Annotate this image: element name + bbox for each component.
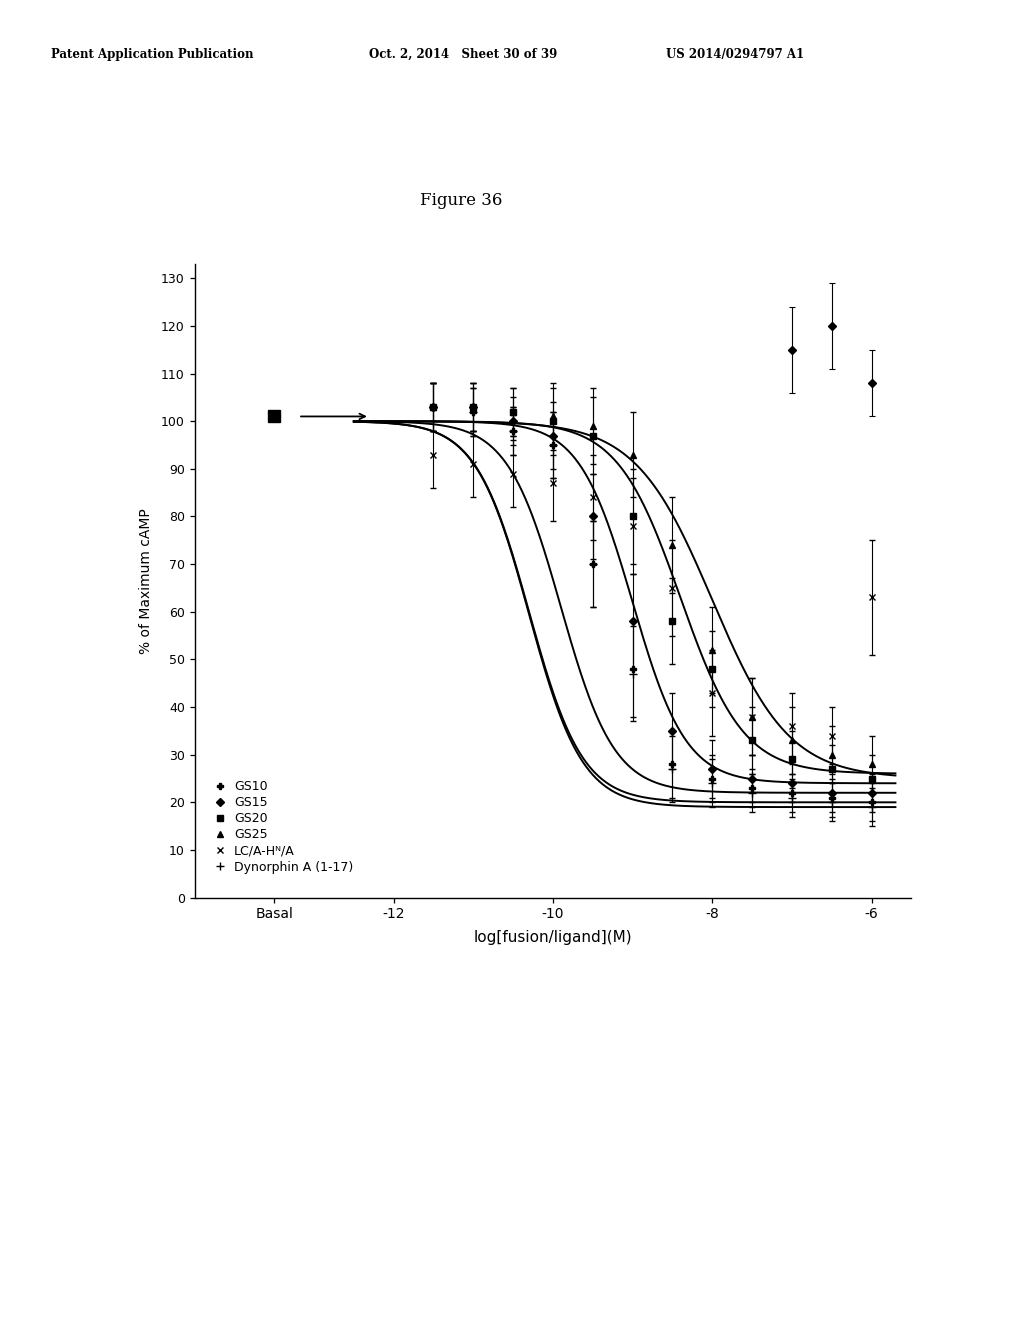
Legend: GS10, GS15, GS20, GS25, LC/A-Hᴺ/A, Dynorphin A (1-17): GS10, GS15, GS20, GS25, LC/A-Hᴺ/A, Dynor…: [208, 775, 358, 879]
Text: US 2014/0294797 A1: US 2014/0294797 A1: [666, 48, 804, 61]
Y-axis label: % of Maximum cAMP: % of Maximum cAMP: [138, 508, 153, 653]
X-axis label: log[fusion/ligand](M): log[fusion/ligand](M): [474, 929, 632, 945]
Text: Oct. 2, 2014   Sheet 30 of 39: Oct. 2, 2014 Sheet 30 of 39: [369, 48, 557, 61]
Text: Figure 36: Figure 36: [420, 191, 502, 209]
Text: Patent Application Publication: Patent Application Publication: [51, 48, 254, 61]
